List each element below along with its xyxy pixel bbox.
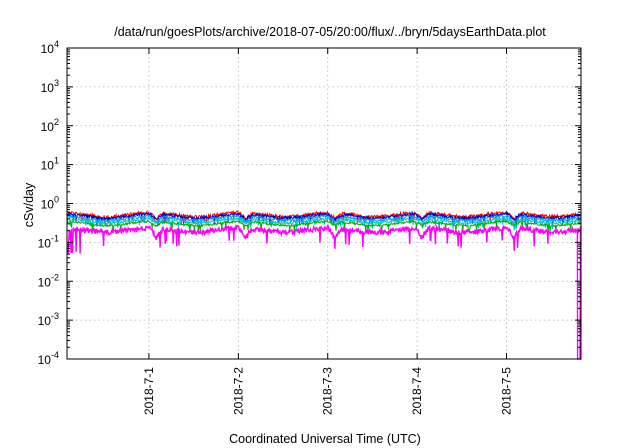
series-line [66,216,581,231]
chart-title: /data/run/goesPlots/archive/2018-07-05/2… [114,25,546,39]
y-tick-label: 10-4 [38,350,59,367]
series-line [66,210,582,226]
y-axis: 10-4 10-3 10-2 10-1 100 101 102 103 104 [38,39,581,367]
x-axis: 2018-7-1 2018-7-2 2018-7-3 2018-7-4 2018-7-5 [142,48,514,415]
series-line [66,219,582,233]
x-tick-label: 2018-7-4 [410,367,424,415]
grid [67,48,581,359]
x-tick-label: 2018-7-2 [231,367,245,415]
y-tick-label: 100 [41,195,59,212]
series-line [66,223,582,360]
x-tick-label: 2018-7-3 [321,367,335,415]
x-tick-label: 2018-7-5 [500,367,514,415]
y-tick-label: 102 [41,117,59,134]
series-line [66,213,582,228]
y-tick-label: 104 [41,39,59,56]
y-axis-label: cSv/day [22,182,36,227]
y-tick-label: 10-3 [38,311,59,328]
series-layer [66,209,582,360]
x-tick-label: 2018-7-1 [142,367,156,415]
x-axis-label: Coordinated Universal Time (UTC) [229,432,421,446]
y-tick-label: 10-2 [38,272,59,289]
y-tick-label: 103 [41,78,59,95]
y-tick-label: 101 [41,156,59,173]
y-tick-label: 10-1 [38,233,59,250]
